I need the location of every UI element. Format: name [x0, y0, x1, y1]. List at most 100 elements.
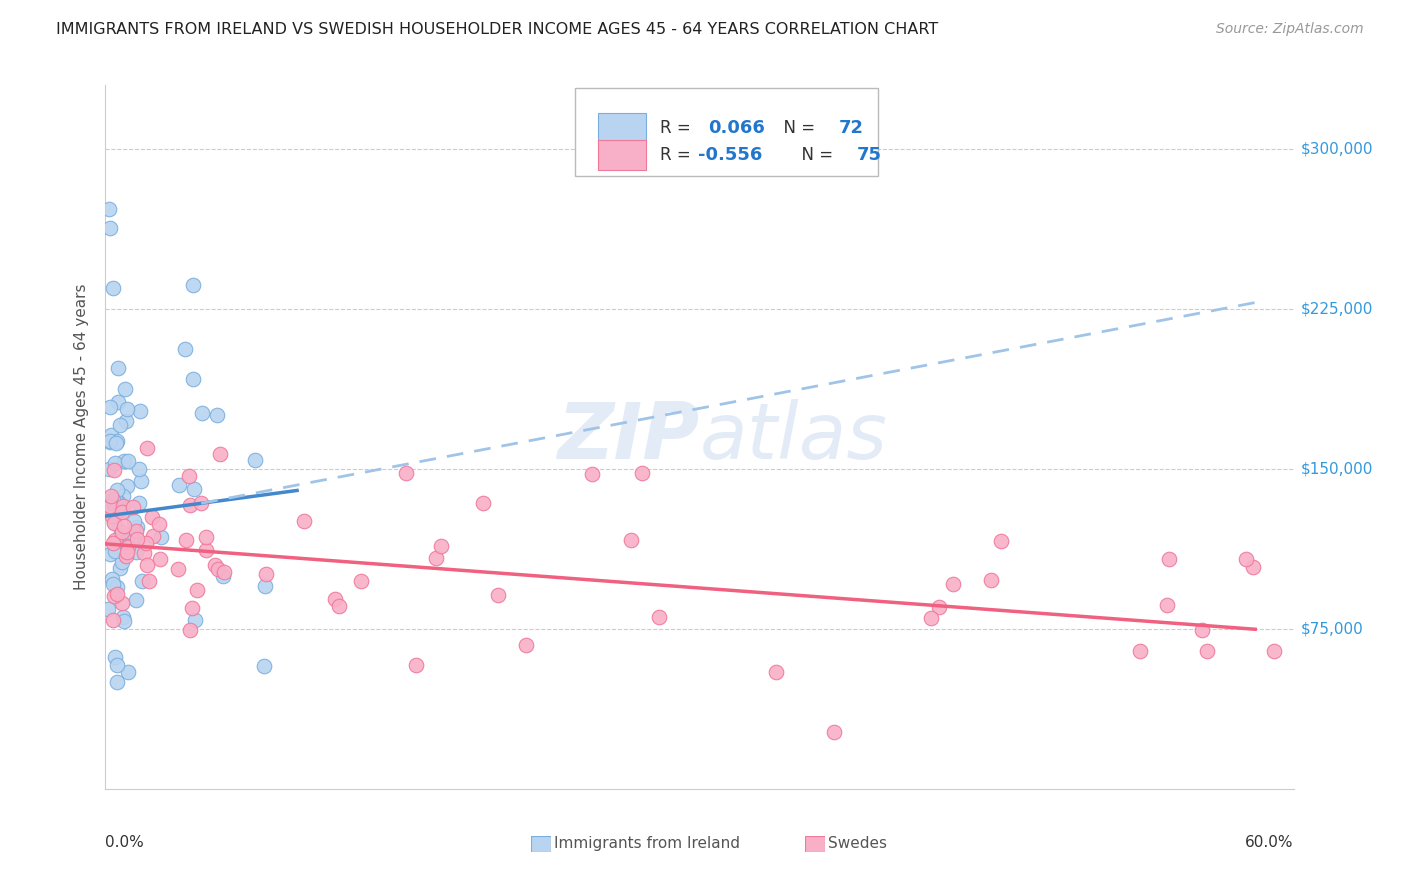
Point [112, 536, 135, 550]
Point [129, 474, 152, 488]
Point [174, 533, 197, 547]
Point [204, 558, 226, 572]
Point [121, 533, 143, 548]
Point [138, 574, 160, 589]
Point [765, 665, 787, 679]
Point [114, 382, 136, 396]
Point [110, 526, 132, 541]
Point [105, 436, 128, 450]
Y-axis label: Householder Income Ages 45 - 64 years: Householder Income Ages 45 - 64 years [75, 284, 90, 591]
Point [105, 494, 128, 508]
Point [103, 516, 125, 530]
Point [104, 650, 127, 665]
Text: Swedes: Swedes [828, 837, 887, 851]
Point [254, 579, 277, 593]
Point [194, 530, 217, 544]
Point [190, 496, 212, 510]
Text: 75: 75 [856, 146, 882, 164]
Point [194, 543, 217, 558]
Point [104, 456, 127, 470]
Point [136, 441, 159, 455]
Text: R =: R = [661, 146, 696, 164]
Point [209, 447, 232, 461]
Point [101, 280, 124, 294]
Point [107, 495, 129, 509]
Text: $150,000: $150,000 [1301, 462, 1372, 476]
Point [111, 489, 134, 503]
Point [1197, 643, 1219, 657]
Point [117, 544, 139, 558]
Point [117, 541, 139, 555]
Point [430, 539, 453, 553]
Point [124, 525, 146, 540]
Point [205, 408, 228, 422]
Point [107, 395, 129, 409]
Point [104, 544, 127, 558]
Point [1241, 559, 1264, 574]
Point [100, 434, 122, 448]
Text: IMMIGRANTS FROM IRELAND VS SWEDISH HOUSEHOLDER INCOME AGES 45 - 64 YEARS CORRELA: IMMIGRANTS FROM IRELAND VS SWEDISH HOUSE… [56, 22, 938, 37]
Text: $300,000: $300,000 [1301, 141, 1374, 156]
Point [174, 342, 197, 356]
Point [105, 434, 128, 449]
Point [323, 592, 346, 607]
Bar [599, 140, 645, 169]
Point [115, 479, 138, 493]
Point [101, 493, 124, 508]
Point [103, 516, 125, 531]
Point [125, 592, 148, 607]
Point [105, 580, 128, 594]
Point [103, 463, 125, 477]
Point [112, 499, 135, 513]
Point [110, 560, 132, 574]
Point [117, 533, 139, 548]
Point [350, 574, 373, 588]
Point [104, 501, 127, 516]
Point [127, 520, 149, 534]
Point [98, 434, 121, 449]
Point [98, 493, 121, 508]
Text: atlas: atlas [700, 399, 887, 475]
Text: R =: R = [661, 120, 696, 137]
Point [1234, 551, 1257, 566]
Point [169, 478, 191, 492]
Point [1129, 643, 1152, 657]
Point [920, 611, 942, 625]
Point [101, 509, 124, 524]
Text: N =: N = [773, 120, 821, 137]
Point [149, 552, 172, 566]
Text: Source: ZipAtlas.com: Source: ZipAtlas.com [1216, 22, 1364, 37]
Point [942, 577, 965, 591]
Text: ZIP: ZIP [557, 399, 700, 475]
Point [100, 427, 122, 442]
Point [245, 453, 267, 467]
Point [111, 596, 134, 610]
Point [105, 483, 128, 497]
Point [122, 526, 145, 541]
Text: 72: 72 [838, 120, 863, 137]
Point [122, 514, 145, 528]
FancyBboxPatch shape [575, 88, 877, 177]
Point [105, 674, 128, 689]
Point [620, 533, 643, 547]
Point [128, 496, 150, 510]
Point [149, 531, 172, 545]
Point [100, 489, 122, 503]
Point [112, 454, 135, 468]
Point [136, 558, 159, 572]
Text: 0.066: 0.066 [707, 120, 765, 137]
Point [114, 414, 136, 428]
Point [111, 524, 134, 539]
Point [181, 601, 204, 615]
Point [110, 555, 132, 569]
Point [127, 533, 149, 547]
Point [211, 568, 233, 582]
Point [212, 565, 235, 579]
Point [186, 582, 208, 597]
Point [134, 546, 156, 560]
Point [515, 638, 537, 652]
Point [101, 613, 124, 627]
Point [252, 659, 274, 673]
Point [98, 547, 121, 561]
Point [115, 549, 138, 563]
